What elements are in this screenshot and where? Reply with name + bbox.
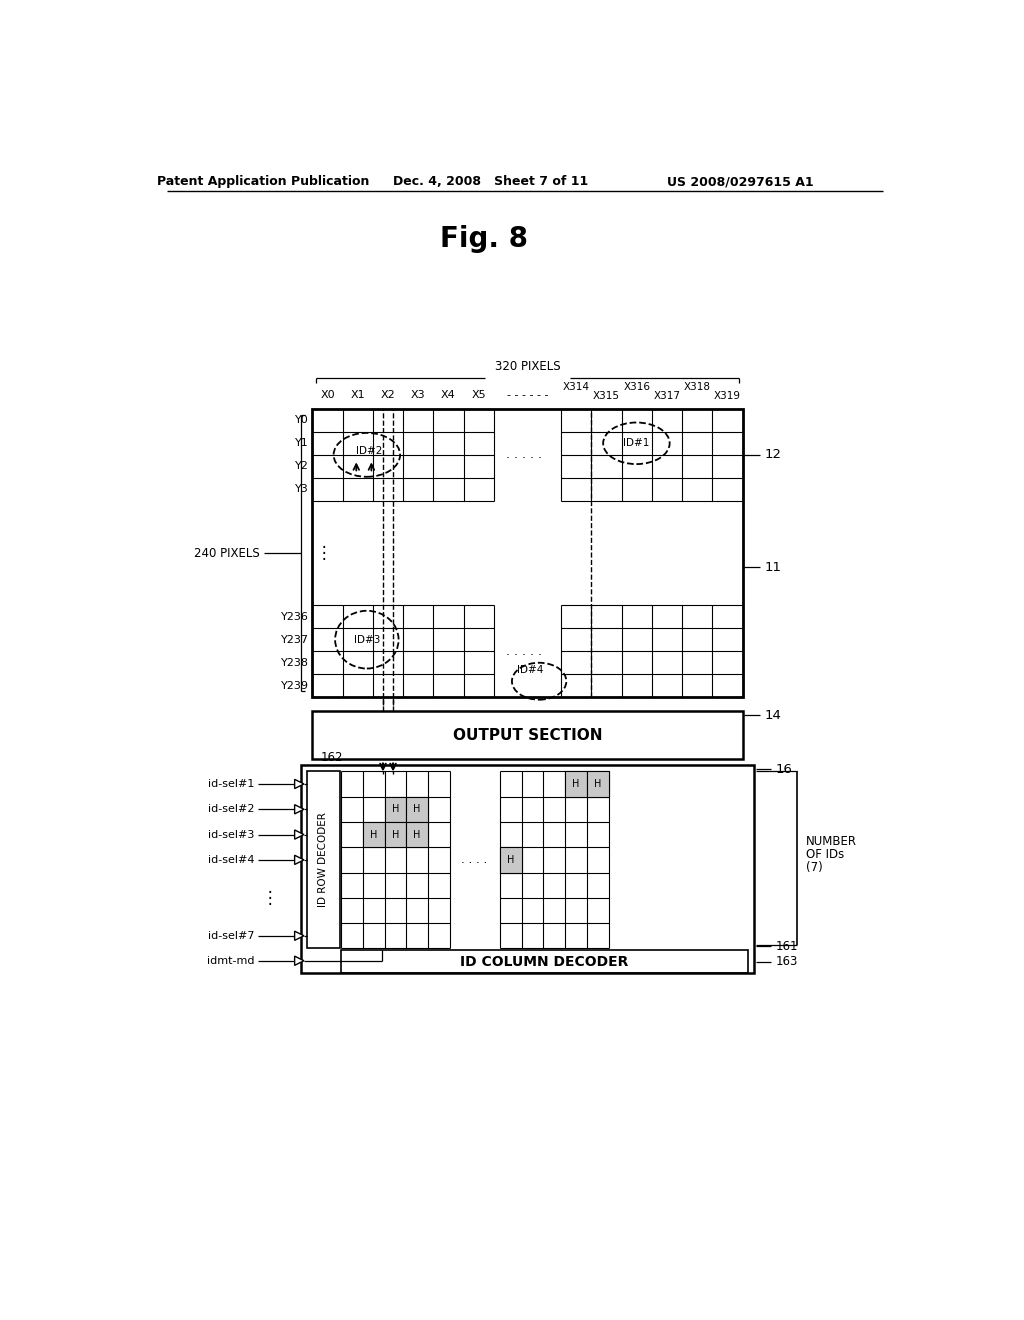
Polygon shape <box>295 805 304 814</box>
Text: X0: X0 <box>321 389 335 400</box>
Text: H: H <box>370 829 378 840</box>
Text: Dec. 4, 2008   Sheet 7 of 11: Dec. 4, 2008 Sheet 7 of 11 <box>393 176 589 187</box>
Polygon shape <box>295 779 304 788</box>
Text: (7): (7) <box>806 861 823 874</box>
Polygon shape <box>295 855 304 865</box>
Text: X315: X315 <box>593 391 621 401</box>
Bar <box>565 771 587 797</box>
Text: 320 PIXELS: 320 PIXELS <box>495 360 560 372</box>
Text: OUTPUT SECTION: OUTPUT SECTION <box>453 727 602 743</box>
Text: 240 PIXELS: 240 PIXELS <box>194 546 260 560</box>
Text: id-sel#2: id-sel#2 <box>208 804 254 814</box>
Text: Y237: Y237 <box>281 635 308 644</box>
Text: US 2008/0297615 A1: US 2008/0297615 A1 <box>667 176 813 187</box>
Text: 12: 12 <box>764 449 781 462</box>
Bar <box>385 797 407 822</box>
Text: Patent Application Publication: Patent Application Publication <box>158 176 370 187</box>
Bar <box>312 711 742 759</box>
Text: X317: X317 <box>653 391 681 401</box>
Text: Y1: Y1 <box>295 438 308 449</box>
Text: OF IDs: OF IDs <box>806 847 845 861</box>
Bar <box>500 847 521 873</box>
Text: 161: 161 <box>776 940 799 953</box>
Bar <box>407 822 428 847</box>
Text: ID#2: ID#2 <box>356 446 382 455</box>
Text: X314: X314 <box>563 381 590 392</box>
Text: 162: 162 <box>321 751 343 764</box>
Bar <box>362 822 385 847</box>
Polygon shape <box>295 830 304 840</box>
Bar <box>385 822 407 847</box>
Bar <box>301 766 755 973</box>
Text: X2: X2 <box>381 389 395 400</box>
Text: H: H <box>507 855 514 865</box>
Text: X5: X5 <box>471 389 486 400</box>
Text: X318: X318 <box>684 381 711 392</box>
Polygon shape <box>295 931 304 940</box>
Polygon shape <box>295 956 304 965</box>
Text: X1: X1 <box>350 389 366 400</box>
Text: H: H <box>572 779 580 789</box>
Bar <box>407 797 428 822</box>
Text: 163: 163 <box>776 954 799 968</box>
Text: Y236: Y236 <box>281 611 308 622</box>
Text: X4: X4 <box>441 389 456 400</box>
Text: id-sel#7: id-sel#7 <box>208 931 254 941</box>
Text: ID ROW DECODER: ID ROW DECODER <box>318 812 329 907</box>
Text: id-sel#1: id-sel#1 <box>208 779 254 789</box>
Text: id-sel#4: id-sel#4 <box>208 855 254 865</box>
Bar <box>307 771 340 949</box>
Text: X316: X316 <box>624 381 650 392</box>
Text: NUMBER: NUMBER <box>806 834 857 847</box>
Bar <box>341 950 748 973</box>
Text: ID#1: ID#1 <box>624 438 649 449</box>
Text: idmt-md: idmt-md <box>207 956 254 966</box>
Text: 11: 11 <box>764 561 781 574</box>
Text: Fig. 8: Fig. 8 <box>440 226 528 253</box>
Text: ⋮: ⋮ <box>315 544 333 562</box>
Text: - - - - - -: - - - - - - <box>507 389 548 400</box>
Text: X3: X3 <box>411 389 426 400</box>
Bar <box>587 771 608 797</box>
Text: H: H <box>414 804 421 814</box>
Text: ID#4: ID#4 <box>517 665 544 675</box>
Text: . . . . .: . . . . . <box>506 644 542 657</box>
Text: H: H <box>392 804 399 814</box>
Text: 14: 14 <box>764 709 781 722</box>
Text: Y239: Y239 <box>281 681 308 690</box>
Text: 16: 16 <box>776 763 793 776</box>
Text: ID#3: ID#3 <box>353 635 380 644</box>
Text: Y2: Y2 <box>295 462 308 471</box>
Text: H: H <box>594 779 601 789</box>
Text: Y238: Y238 <box>281 657 308 668</box>
Text: . . . . .: . . . . . <box>506 449 542 462</box>
Text: ID COLUMN DECODER: ID COLUMN DECODER <box>461 954 629 969</box>
Text: ⋮: ⋮ <box>261 888 279 907</box>
Text: id-sel#3: id-sel#3 <box>208 829 254 840</box>
Text: H: H <box>392 829 399 840</box>
Bar <box>312 409 742 697</box>
Text: . . . .: . . . . <box>461 853 487 866</box>
Text: Y3: Y3 <box>295 484 308 495</box>
Text: Y0: Y0 <box>295 416 308 425</box>
Text: H: H <box>414 829 421 840</box>
Text: X319: X319 <box>714 391 741 401</box>
